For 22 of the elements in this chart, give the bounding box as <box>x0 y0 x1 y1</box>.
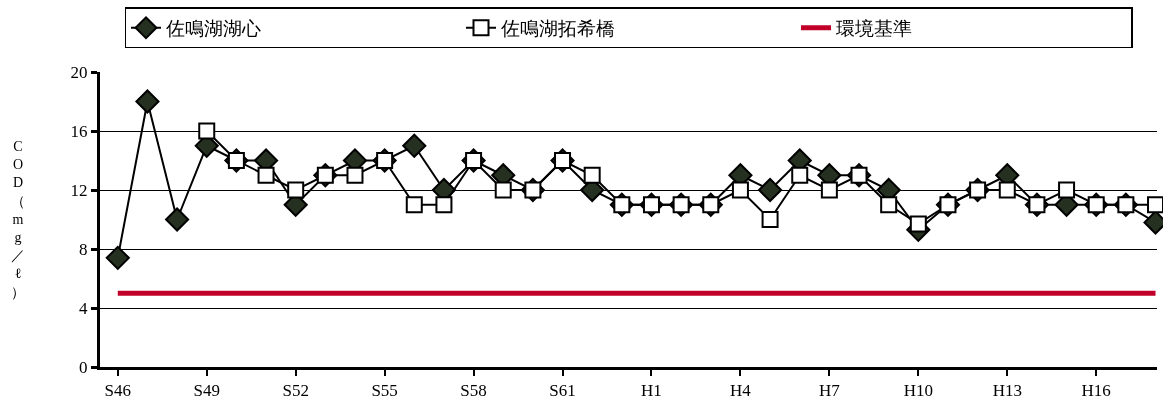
text: COD（mg／ℓ） <box>11 139 25 300</box>
x-tick-label: H7 <box>818 381 841 401</box>
y-tick-label: 16 <box>70 121 88 141</box>
x-tick-label: H16 <box>1081 381 1111 401</box>
y-tick-label: 12 <box>70 180 88 200</box>
x-tick-label: S58 <box>460 381 487 401</box>
x-tick-label: S46 <box>104 381 132 401</box>
x-tick-label: S61 <box>549 381 576 401</box>
x-tick-label: H10 <box>903 381 933 401</box>
y-tick-label: 8 <box>79 239 88 259</box>
x-tick-label: S55 <box>371 381 398 401</box>
x-tick-label: S52 <box>282 381 309 401</box>
legend-label: 環境基準 <box>836 18 912 40</box>
x-tick-label: S49 <box>193 381 220 401</box>
y-tick-label: 4 <box>79 298 89 318</box>
y-tick-label: 0 <box>79 357 88 377</box>
legend-label: 佐鳴湖湖心 <box>166 18 261 40</box>
x-tick-label: H4 <box>730 381 752 401</box>
x-tick-label: H1 <box>641 381 662 401</box>
x-tick-label: H13 <box>992 381 1022 401</box>
legend-label: 佐鳴湖拓希橋 <box>501 18 615 40</box>
y-tick-label: 20 <box>70 62 88 82</box>
